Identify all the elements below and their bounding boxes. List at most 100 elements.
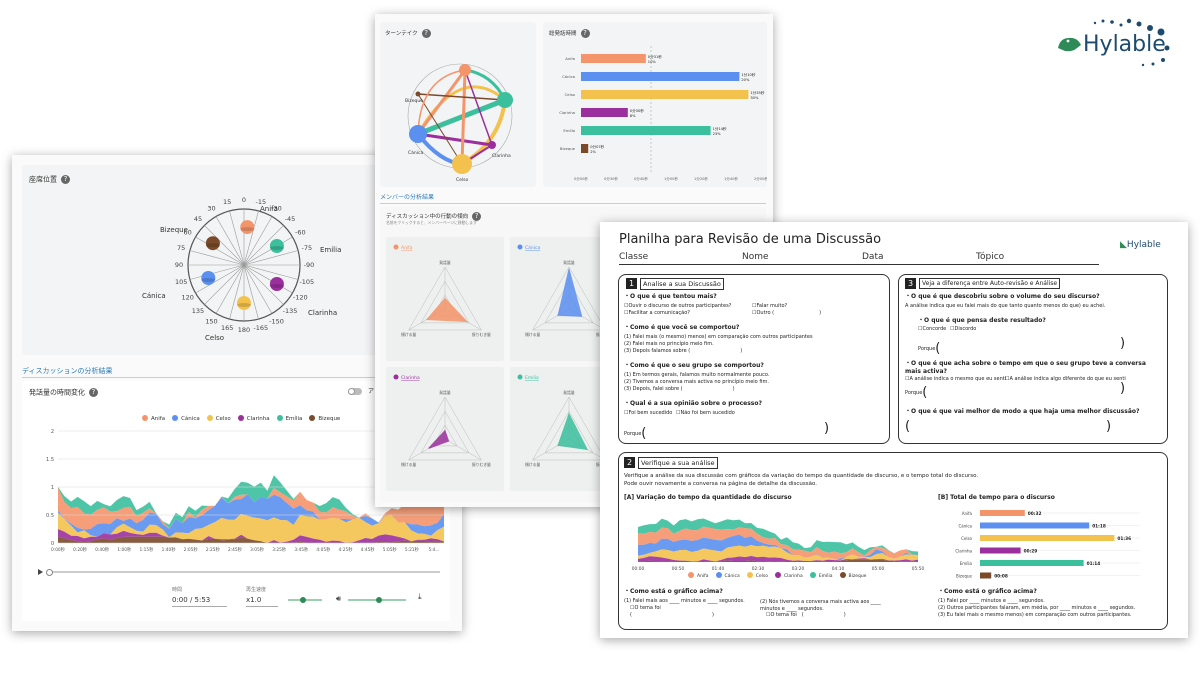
play-button[interactable] [38,569,43,575]
x-tick: 0:20秒 [73,546,88,553]
s1-q3a: (1) Em termos gerais, falamos muito norm… [624,372,770,378]
help-icon[interactable]: ? [472,212,482,221]
radar-axis-label: 振りむき量 [472,332,491,337]
speed-label: 再生速度 [246,587,267,593]
total-x-tick: 1分40秒 [724,176,738,181]
s2-desc1: Verifique a análise da sua discussão com… [624,473,979,479]
speed-slider[interactable] [288,597,322,603]
volume-slider[interactable] [348,597,406,603]
dial-tick [243,264,284,305]
total-bar-name: Clarinha [559,110,575,115]
seat-dial: 0 -15-30-45-60-75-90-105-120-135-150-1651… [175,196,314,334]
total-bar-pct: 8% [630,114,636,118]
seek-bar[interactable] [46,569,440,576]
s3-q3b[interactable]: ☐A análise indica algo diferente do que … [1005,376,1126,382]
help-icon[interactable]: ? [61,175,70,184]
dial-label: -15 [255,198,266,206]
x-tick: 5:05秒 [383,546,398,553]
s1-q4b[interactable]: ☐Não foi bem sucedido [676,410,735,416]
seat-name-bizeque: Bizeque [160,226,188,234]
ws-bar-emília [980,560,1084,566]
total-bar-clarinha [581,108,628,117]
s1-q3: ・Como é que o seu grupo se comportou? [624,362,764,369]
total-bar-time: 1分14秒 [713,126,727,131]
stream-area-anifa [638,526,918,559]
ws-bar-name: Anifa [962,511,973,516]
dial-tick [189,250,245,266]
help-icon[interactable]: ? [580,29,590,38]
timechart-title: 発話量の時間変化 [29,388,85,397]
dial-tick [229,210,245,266]
total-speech-card: 総発話時間? Anifa 0分31秒 10% Cánica 1分10秒 20% Celso 1… [543,22,767,187]
x-tick: 3:45秒 [294,546,309,553]
s1-q1a[interactable]: ☐Ouvir o discurso de outros participante… [624,303,732,309]
s1-q3c: (3) Depois, falei sobre ( ) [624,386,735,392]
ws-x-tick: 05:50 [912,566,924,572]
legend-item: Clarinha [237,415,270,422]
s3-q3a[interactable]: ☐A análise indica o mesmo que eu senti [905,376,1007,382]
stream-area-emília [58,475,444,529]
radar-member-link[interactable]: Anifa [401,245,413,251]
dial-tick [243,210,259,266]
s1-q1c[interactable]: ☐Facilitar a comunicação? [624,310,690,316]
dial-tick [189,264,245,280]
dial-tick [243,225,284,266]
s2-qa2: (2) Nós tivemos a conversa mais activa a… [760,599,881,612]
ws-bar-name: Bizeque [956,574,972,579]
x-tick: 0:40秒 [95,546,110,553]
field-data: Data [862,252,884,262]
volume-icon[interactable]: 🔊︎ [336,594,342,603]
radar-member-link[interactable]: Clarinha [401,375,420,381]
s1-q2c: (3) Depois falamos sobre ( ) [624,348,743,354]
s2-qb: ・Como está o gráfico acima? [938,588,1037,595]
s2-chartA-title: [A] Variação do tempo da quantidade do d… [624,494,792,501]
radar-grid [408,266,482,331]
ws-bar-name: Celso [961,536,972,541]
dial-label: 60 [184,229,192,237]
ws-x-tick: 00:00 [632,566,645,572]
section-3-box [898,274,1168,444]
s1-q4a[interactable]: ☐Foi bem sucedido [624,410,673,416]
radar-member-dot [393,374,399,380]
speed-select[interactable]: x1.0 [246,596,262,604]
total-x-tick: 0分40秒 [634,176,648,181]
x-tick: 5:21秒 [405,546,420,553]
worksheet-legend: Anifa Cánica Celso Clarinha Emília Bizeque [688,572,873,579]
help-icon[interactable]: ? [421,29,431,38]
total-bar-emília [581,126,711,135]
radar-member-link[interactable]: Emília [525,374,539,381]
radar-axis-label: 振りむき量 [472,462,491,467]
radar-axis-label: 傾ける量 [525,332,540,337]
ws-bar-label: 01:14 [1087,561,1101,567]
x-tick: 1:15秒 [139,546,154,553]
s3-q2a[interactable]: ☐Concorde [918,326,947,332]
legend-dot-icon [276,415,283,421]
behavior-note: 名前をクリックすると、メンバーページに移動します [386,220,477,225]
turn-name-clarinha: Clarinha [492,154,511,159]
x-tick: 4:25秒 [339,546,354,553]
total-bar-bizeque [581,144,589,153]
y-tick: 2 [51,429,54,435]
s3-q1: ・O que é que descobriu sobre o volume do… [905,293,1100,300]
dial-tick [243,264,299,280]
s1-q1: ・O que é que tentou mais? [624,293,717,300]
s1-q1d[interactable]: ☐Outro ( ) [752,310,822,316]
radar-member-link[interactable]: Cánica [525,244,540,251]
legend-dot-icon [688,572,694,578]
legend-item: Anifa [688,572,709,579]
dial-label: 105 [175,278,187,286]
radar-grid [420,410,470,454]
radar-grid [544,280,594,324]
legend-item: Bizeque [309,415,340,422]
ws-x-tick: 05:00 [872,566,885,572]
toggle-switch[interactable] [348,388,362,395]
radar-axis-label: 発話量 [439,260,451,265]
s1-q1b[interactable]: ☐Falar muito? [752,303,788,309]
s3-q2b[interactable]: ☐Discordo [950,326,977,332]
ws-bar-name: Cánica [958,524,972,529]
frog-logo-icon [1058,18,1170,67]
help-icon[interactable]: ? [89,388,98,397]
radar-member-dot [517,374,523,380]
radar-shape-anifa [425,297,469,323]
download-icon[interactable]: ⤓ [418,592,422,601]
